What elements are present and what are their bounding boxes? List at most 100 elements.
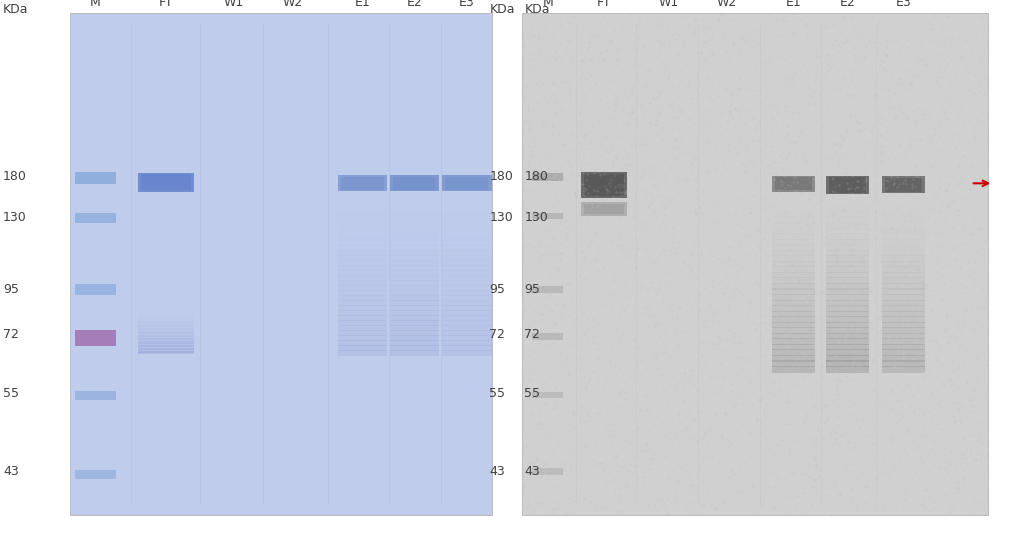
Bar <box>338 215 387 221</box>
Bar <box>772 266 815 273</box>
Bar <box>582 202 627 216</box>
Bar <box>826 333 869 339</box>
Bar <box>390 250 439 256</box>
Bar <box>882 288 925 295</box>
Bar <box>137 319 195 322</box>
Bar <box>772 300 815 306</box>
Bar <box>882 338 925 345</box>
Bar <box>772 288 815 295</box>
Bar <box>772 344 815 351</box>
Bar <box>338 350 387 356</box>
Bar <box>137 346 195 349</box>
Bar <box>137 310 195 313</box>
Bar <box>442 335 492 341</box>
Bar <box>442 220 492 226</box>
Bar <box>338 290 387 296</box>
Bar <box>338 320 387 326</box>
Bar <box>137 335 195 337</box>
Bar <box>137 173 195 192</box>
Text: 130: 130 <box>489 211 513 224</box>
Bar <box>338 270 387 276</box>
Bar <box>137 331 195 333</box>
Bar <box>390 350 439 356</box>
Bar <box>772 283 815 289</box>
Text: 43: 43 <box>3 465 18 478</box>
Bar <box>882 311 925 317</box>
Bar <box>772 333 815 339</box>
Bar <box>75 213 116 223</box>
Bar <box>882 233 925 240</box>
Bar <box>882 300 925 306</box>
Bar <box>826 288 869 295</box>
Bar <box>582 172 627 198</box>
Bar <box>772 311 815 317</box>
Bar <box>442 265 492 271</box>
Bar <box>442 350 492 356</box>
Bar <box>882 294 925 301</box>
Bar <box>390 280 439 286</box>
Bar <box>882 316 925 323</box>
Bar <box>338 250 387 256</box>
Bar <box>137 329 195 332</box>
Bar <box>882 222 925 228</box>
Text: M: M <box>90 0 100 9</box>
Bar <box>338 280 387 286</box>
Bar <box>137 339 195 341</box>
Text: 180: 180 <box>524 170 548 183</box>
Bar <box>390 340 439 346</box>
Bar <box>338 210 387 216</box>
Bar <box>772 322 815 328</box>
Bar <box>338 330 387 336</box>
Bar <box>772 217 815 223</box>
Bar <box>75 391 116 400</box>
Text: W1: W1 <box>658 0 679 9</box>
Bar <box>442 215 492 221</box>
Text: FT: FT <box>597 0 611 9</box>
Bar <box>442 255 492 261</box>
Text: 72: 72 <box>489 329 506 341</box>
Bar <box>772 327 815 334</box>
Bar <box>137 321 195 323</box>
Bar <box>338 275 387 281</box>
Bar <box>826 294 869 301</box>
Bar <box>442 325 492 331</box>
Bar <box>338 230 387 236</box>
Bar <box>338 325 387 331</box>
Text: 55: 55 <box>489 388 506 400</box>
Bar <box>882 333 925 339</box>
Bar <box>390 175 439 191</box>
Bar <box>772 227 815 234</box>
Bar <box>338 300 387 306</box>
Bar <box>445 177 488 190</box>
Bar <box>338 285 387 291</box>
Bar <box>442 320 492 326</box>
Bar <box>390 320 439 326</box>
Bar <box>882 244 925 251</box>
Bar <box>826 366 869 373</box>
Bar <box>338 260 387 266</box>
Bar <box>772 211 815 218</box>
Text: 130: 130 <box>3 211 27 224</box>
Bar <box>442 175 492 191</box>
Bar <box>338 245 387 251</box>
Bar <box>442 340 492 346</box>
Bar <box>826 300 869 306</box>
Bar <box>826 175 869 194</box>
Text: KDa: KDa <box>3 3 29 16</box>
Bar <box>882 366 925 373</box>
Bar <box>137 325 195 327</box>
Bar <box>338 345 387 351</box>
Bar <box>772 244 815 251</box>
Bar <box>390 325 439 331</box>
Bar <box>442 230 492 236</box>
Bar <box>826 305 869 312</box>
Text: E3: E3 <box>459 0 475 9</box>
Bar <box>137 312 195 315</box>
Bar <box>882 205 925 212</box>
Bar <box>885 178 922 192</box>
Text: 72: 72 <box>524 329 541 341</box>
Text: 95: 95 <box>3 283 19 296</box>
Bar <box>390 290 439 296</box>
Bar <box>882 361 925 367</box>
Bar <box>772 205 815 212</box>
